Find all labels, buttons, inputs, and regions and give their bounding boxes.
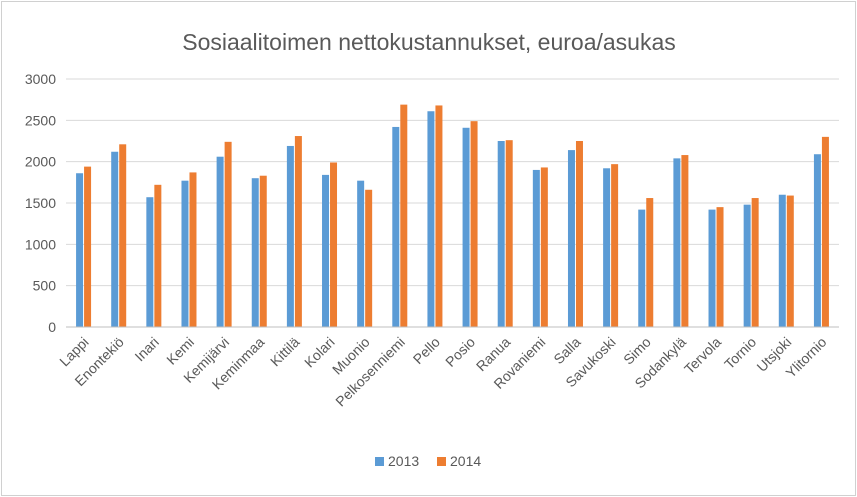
bar-2014-pelkosenniemi [400, 104, 408, 327]
bar-2014-kemijärvi [224, 141, 232, 327]
y-tick-label: 0 [48, 319, 56, 335]
x-tick-label: Tervola [681, 334, 724, 377]
bar-2014-rovaniemi [540, 167, 548, 327]
bar-2013-tornio [743, 204, 751, 327]
bar-2013-simo [638, 209, 646, 327]
bar-2014-salla [575, 141, 583, 327]
bar-2014-sodankylä [681, 155, 689, 327]
bar-2014-posio [470, 121, 478, 327]
bars [76, 104, 829, 328]
bar-2013-enontekiö [111, 151, 119, 327]
x-tick-label: Posio [442, 334, 478, 370]
bar-2014-lappi [84, 166, 92, 327]
x-tick-label: Pello [410, 334, 443, 367]
bar-2013-salla [567, 150, 575, 327]
bar-2013-ranua [497, 141, 505, 327]
bar-2014-ylitornio [821, 136, 829, 327]
y-tick-label: 1500 [25, 195, 56, 211]
y-tick-label: 500 [33, 278, 57, 294]
x-tick-label: Inari [131, 334, 162, 365]
bar-2013-lappi [76, 173, 84, 327]
bar-2014-tornio [751, 198, 759, 327]
bar-2014-muonio [365, 189, 373, 327]
bar-2013-ylitornio [813, 154, 821, 327]
bar-2013-muonio [357, 180, 365, 327]
bar-2013-utsjoki [778, 194, 786, 327]
bar-2013-pelkosenniemi [392, 126, 400, 328]
legend: 2013 2014 [375, 453, 481, 469]
bar-2014-tervola [716, 207, 724, 327]
bar-2014-enontekiö [119, 144, 127, 327]
bar-2014-simo [646, 198, 654, 327]
bar-2013-kolari [322, 174, 330, 327]
bar-2013-inari [146, 197, 154, 327]
y-tick-label: 2000 [25, 154, 56, 170]
bar-2013-kittilä [286, 145, 294, 327]
bar-2014-ranua [505, 140, 513, 327]
bar-2013-tervola [708, 209, 716, 327]
bar-2014-savukoski [611, 164, 619, 327]
y-tick-label: 3000 [25, 71, 56, 87]
bar-2014-kolari [330, 162, 338, 327]
bar-2013-rovaniemi [532, 169, 540, 327]
bar-2014-kemi [189, 172, 197, 327]
bar-2013-kemi [181, 180, 189, 327]
bar-2014-inari [154, 184, 162, 327]
legend-label: 2013 [388, 453, 419, 469]
legend-swatch [375, 457, 384, 466]
x-tick-label: Tornio [721, 334, 759, 372]
bar-2014-kittilä [294, 136, 302, 327]
chart-title: Sosiaalitoimen nettokustannukset, euroa/… [182, 29, 676, 55]
bar-2013-sodankylä [673, 158, 681, 327]
legend-label: 2014 [450, 453, 481, 469]
y-axis-tick-labels: 0 500 1000 1500 2000 2500 3000 [25, 71, 56, 335]
bar-2013-kemijärvi [216, 156, 224, 327]
bar-2014-pello [435, 105, 443, 327]
bar-2014-utsjoki [786, 195, 794, 327]
y-tick-label: 1000 [25, 236, 56, 252]
y-tick-label: 2500 [25, 112, 56, 128]
bar-2013-keminmaa [251, 178, 259, 327]
bar-2014-keminmaa [259, 175, 267, 327]
x-tick-label: Kittilä [267, 334, 303, 370]
legend-swatch [437, 457, 446, 466]
bar-2013-posio [462, 127, 470, 327]
bar-2013-pello [427, 111, 435, 328]
bar-2013-savukoski [603, 168, 611, 327]
